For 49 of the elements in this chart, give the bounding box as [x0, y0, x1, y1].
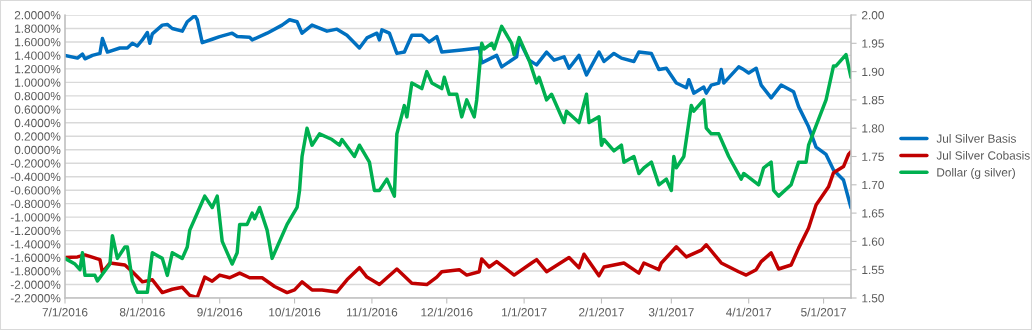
y2-tick-label: 1.90: [862, 67, 884, 76]
y-tick-label: -1.6000%: [10, 253, 61, 262]
x-tick-label: 8/1/2016: [119, 307, 165, 317]
y-tick-label: 0.0000%: [14, 145, 61, 155]
y-tick-label: -2.2000%: [10, 294, 61, 303]
y-tick-label: -1.0000%: [10, 213, 61, 222]
x-tick-label: 2/1/2017: [579, 307, 624, 317]
y-tick-label: 2.0000%: [14, 11, 61, 20]
x-tick-label: 5/1/2017: [801, 307, 846, 317]
y-tick-label: -0.4000%: [10, 172, 61, 182]
y-tick-label: -1.8000%: [10, 267, 61, 276]
y2-tick-label: 1.85: [862, 95, 884, 105]
y2-tick-label: 1.70: [862, 180, 884, 190]
line-series: [65, 15, 851, 210]
x-tick-label: 1/1/2017: [502, 307, 547, 317]
legend-label: Jul Silver Cobasis: [936, 151, 1030, 160]
y2-tick-label: 1.55: [862, 265, 884, 275]
y2-tick-label: 1.95: [862, 39, 884, 48]
y2-tick-label: 1.65: [862, 209, 884, 218]
y2-tick-label: 1.60: [862, 237, 884, 246]
y-tick-label: 0.8000%: [14, 91, 61, 101]
y-tick-label: -0.8000%: [10, 199, 61, 209]
y-tick-label: -1.4000%: [10, 240, 61, 249]
y2-tick-label: 2.00: [862, 11, 884, 20]
x-tick-label: 9/1/2016: [197, 307, 243, 317]
y-tick-label: 0.4000%: [14, 118, 61, 128]
y-tick-label: -0.2000%: [10, 159, 61, 168]
x-tick-label: 7/1/2016: [42, 307, 88, 317]
y2-tick-label: 1.80: [862, 124, 884, 133]
y-tick-label: 1.4000%: [15, 51, 61, 60]
x-tick-label: 12/1/2016: [421, 307, 473, 317]
y2-tick-label: 1.75: [862, 152, 884, 161]
x-tick-label: 10/1/2016: [269, 307, 321, 317]
y-tick-label: 1.8000%: [15, 24, 61, 33]
y-tick-label: 1.0000%: [15, 78, 61, 87]
y-tick-label: -0.6000%: [10, 186, 61, 195]
y-tick-label: 1.2000%: [15, 64, 61, 74]
y2-tick-label: 1.50: [862, 294, 884, 303]
y-tick-label: -1.2000%: [10, 226, 61, 236]
x-tick-label: 3/1/2017: [648, 307, 694, 317]
x-tick-label: 11/1/2016: [346, 307, 398, 317]
line-series: [65, 24, 851, 295]
x-tick-label: 4/1/2017: [725, 307, 772, 317]
legend-label: Dollar (g silver): [937, 167, 1015, 179]
y-tick-label: -2.0000%: [10, 280, 61, 289]
y-tick-label: 0.6000%: [14, 105, 61, 114]
y-tick-label: 1.6000%: [15, 37, 61, 47]
legend-label: Jul Silver Basis: [936, 134, 1016, 143]
y-tick-label: 0.2000%: [14, 132, 61, 141]
